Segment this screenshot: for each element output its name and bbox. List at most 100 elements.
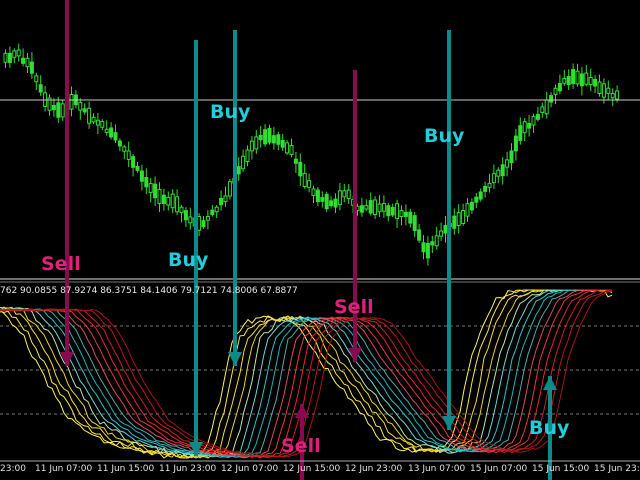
candle-body — [491, 173, 496, 184]
candle-body — [236, 166, 241, 175]
candle-body — [324, 193, 329, 210]
time-axis-label: 15 Jun 15:00 — [532, 464, 590, 474]
candle-body — [249, 140, 254, 152]
candle-body — [342, 190, 347, 198]
candle-body — [69, 93, 74, 110]
time-axis-label: 11 Jun 23:00 — [159, 464, 217, 474]
candle-body — [188, 216, 193, 224]
candle-body — [579, 73, 584, 87]
candle-body — [223, 195, 228, 203]
indicator-grid — [0, 325, 640, 415]
candle-body — [210, 209, 215, 215]
candle-body — [399, 210, 404, 217]
candle-body — [535, 113, 540, 120]
candle-body — [403, 211, 408, 217]
candle-body — [170, 193, 175, 209]
candle-body — [144, 176, 149, 188]
candle-body — [386, 205, 391, 217]
time-axis: 23:00 11 Jun 07:00 11 Jun 15:00 11 Jun 2… — [0, 462, 640, 480]
price-candles — [3, 43, 620, 266]
candle-body — [161, 194, 166, 204]
candle-body — [214, 206, 219, 213]
candle-body — [601, 83, 606, 98]
candle-body — [157, 188, 162, 204]
candle-body — [254, 136, 259, 150]
candle-body — [113, 132, 118, 141]
candle-body — [390, 206, 395, 216]
buy-arrow-icon-head — [442, 416, 456, 430]
candle-body — [531, 115, 536, 126]
candle-body — [395, 203, 400, 219]
candle-body — [148, 183, 153, 194]
candle-body — [12, 50, 17, 58]
candle-body — [258, 135, 263, 141]
candle-body — [478, 191, 483, 200]
candle-body — [34, 75, 39, 83]
candle-body — [267, 128, 272, 143]
candle-body — [527, 122, 532, 129]
candle-body — [16, 49, 21, 57]
candle-body — [201, 220, 206, 228]
candle-body — [298, 161, 303, 177]
candle-body — [461, 210, 466, 225]
candle-body — [597, 81, 602, 94]
candle-body — [241, 155, 246, 170]
indicator-line — [0, 289, 613, 459]
indicator-line — [0, 289, 612, 459]
candle-body — [60, 103, 65, 118]
candle-body — [368, 200, 373, 214]
candle-body — [78, 101, 83, 111]
buy-arrow-icon-head — [189, 442, 203, 456]
candle-body — [227, 181, 232, 197]
candle-body — [412, 215, 417, 232]
time-axis-label: 12 Jun 15:00 — [283, 464, 341, 474]
candle-body — [91, 116, 96, 123]
indicator-line — [0, 289, 612, 458]
indicator-line — [0, 290, 613, 458]
candle-body — [245, 149, 250, 163]
candle-body — [584, 72, 589, 85]
candle-body — [571, 69, 576, 85]
candle-body — [417, 229, 422, 241]
buy-arrow-icon-head — [228, 352, 242, 366]
candle-body — [333, 198, 338, 208]
candle-body — [544, 99, 549, 115]
candle-body — [219, 197, 224, 206]
candle-body — [522, 121, 527, 134]
candle-body — [562, 77, 567, 84]
candle-body — [87, 107, 92, 124]
candle-body — [302, 172, 307, 188]
indicator-values: 762 90.0855 87.9274 86.3751 84.1406 79.7… — [0, 286, 298, 296]
candle-body — [329, 200, 334, 207]
candle-body — [553, 87, 558, 96]
buy-label: Buy — [168, 249, 209, 271]
candle-body — [615, 90, 620, 100]
buy-label: Buy — [529, 417, 570, 439]
candle-body — [377, 203, 382, 213]
candle-body — [549, 95, 554, 103]
candle-body — [205, 215, 210, 221]
candle-body — [359, 205, 364, 213]
candle-body — [289, 145, 294, 155]
candle-body — [175, 196, 180, 213]
indicator-line — [0, 289, 612, 459]
candle-body — [263, 129, 268, 145]
candle-body — [513, 135, 518, 152]
candle-body — [82, 108, 87, 113]
candle-body — [285, 142, 290, 154]
candle-body — [566, 75, 571, 85]
candle-body — [509, 150, 514, 164]
candle-body — [320, 197, 325, 202]
candle-body — [25, 57, 30, 68]
time-axis-label: 11 Jun 07:00 — [35, 464, 93, 474]
indicator-line — [0, 289, 612, 459]
sell-label: Sell — [281, 435, 321, 457]
candle-body — [95, 119, 100, 126]
buy-label: Buy — [424, 125, 465, 147]
candle-body — [131, 156, 136, 168]
candle-body — [593, 78, 598, 87]
candle-body — [126, 150, 131, 160]
candle-body — [500, 164, 505, 177]
candle-body — [456, 212, 461, 226]
